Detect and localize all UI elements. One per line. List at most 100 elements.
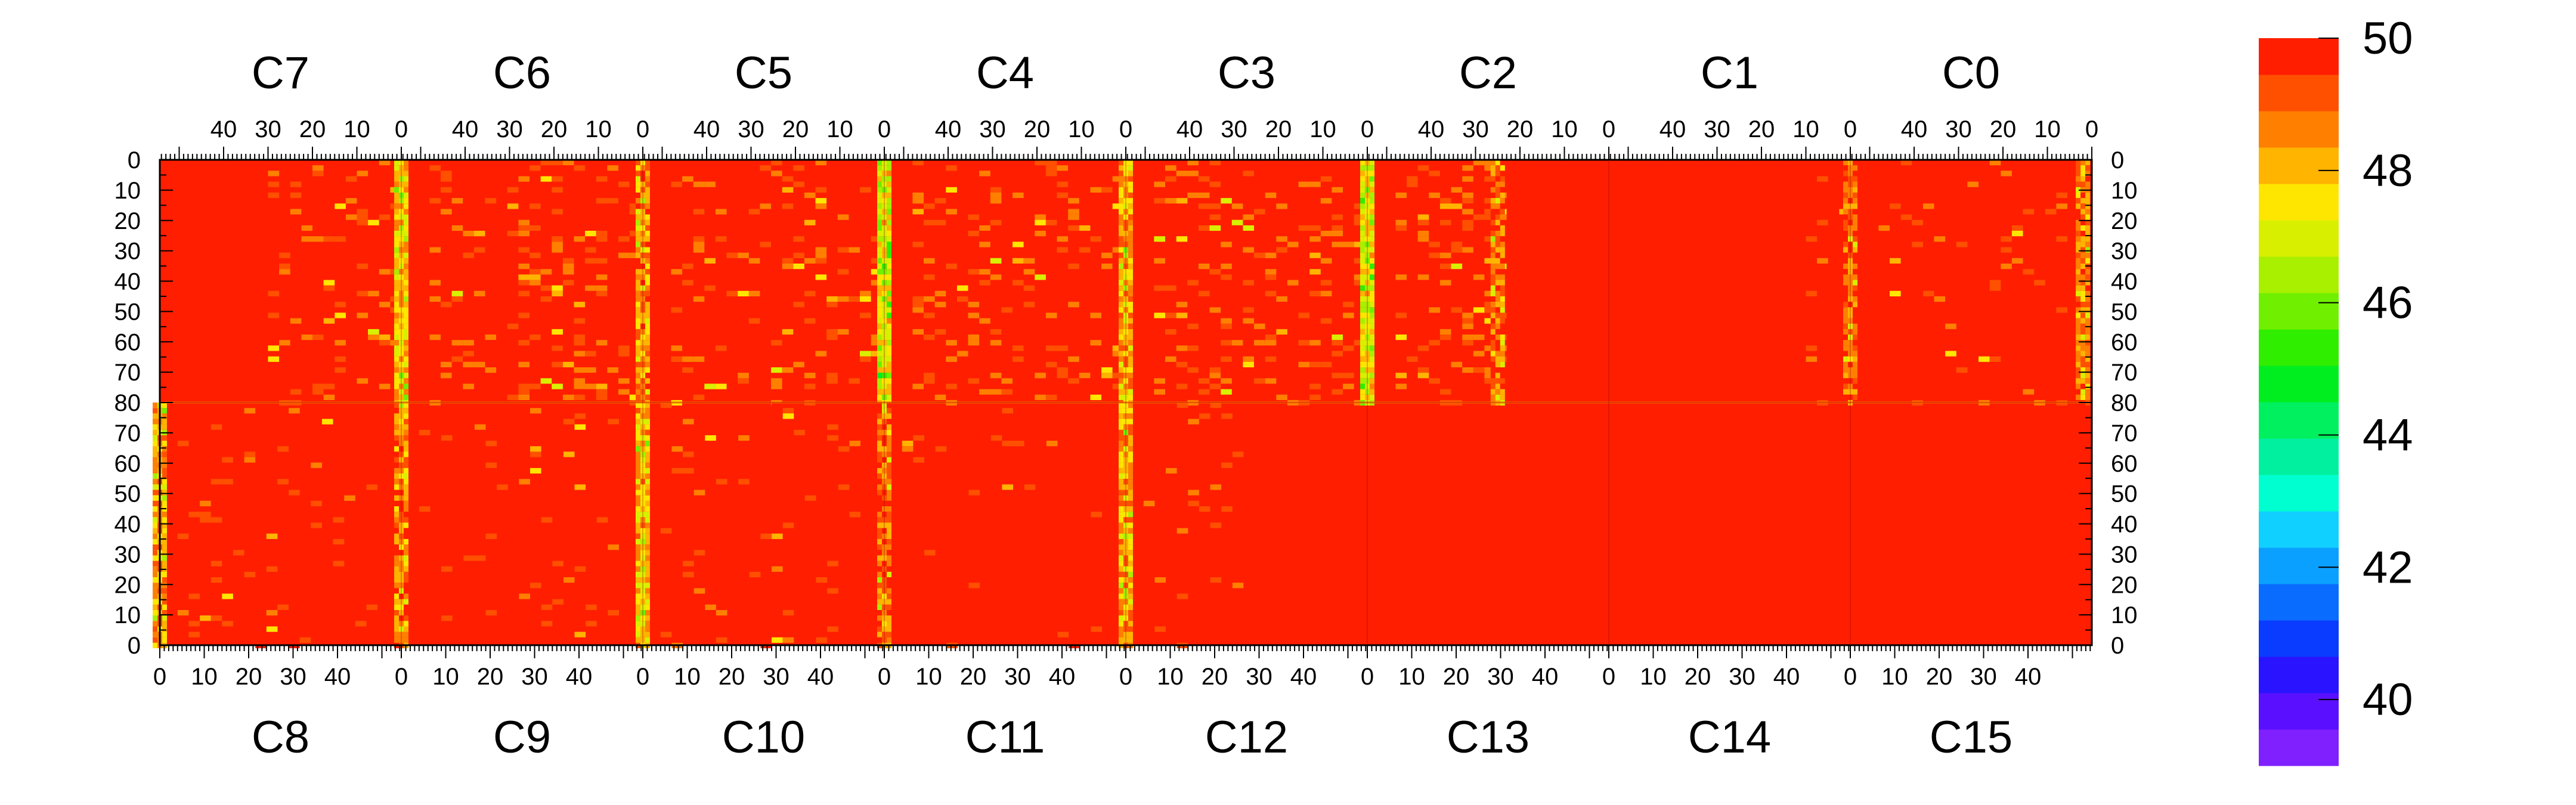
heatmap-cell <box>704 285 716 291</box>
heatmap-cell <box>399 408 404 414</box>
heatmap-cell <box>399 441 404 447</box>
heatmap-cell <box>368 198 379 204</box>
heatmap-cell <box>1119 604 1123 610</box>
heatmap-cell <box>640 451 645 457</box>
heatmap-cell <box>1370 187 1374 193</box>
heatmap-cell <box>404 361 408 367</box>
heatmap-cell <box>552 247 563 253</box>
heatmap-cell <box>2085 274 2091 280</box>
heatmap-cell <box>882 198 887 204</box>
heatmap-cell <box>162 408 167 414</box>
heatmap-cell <box>1343 345 1354 351</box>
heatmap-cell <box>585 367 596 373</box>
heatmap-cell <box>596 394 608 400</box>
heatmap-cell <box>162 604 167 610</box>
heatmap-cell <box>552 361 563 367</box>
heatmap-cell <box>277 446 289 452</box>
heatmap-cell <box>887 522 891 528</box>
heatmap-cell <box>586 462 597 468</box>
heatmap-cell <box>1490 171 1496 177</box>
heatmap-cell <box>760 165 771 171</box>
heatmap-cell <box>1035 394 1046 400</box>
heatmap-cell <box>887 500 891 506</box>
heatmap-cell <box>860 312 871 318</box>
heatmap-cell <box>1254 296 1265 302</box>
heatmap-cell <box>518 312 530 318</box>
heatmap-cell <box>782 340 794 346</box>
heatmap-cell <box>1451 247 1463 253</box>
heatmap-cell <box>1128 506 1133 512</box>
heatmap-cell <box>645 506 650 512</box>
heatmap-cell <box>574 631 586 637</box>
heatmap-cell <box>1309 187 1321 193</box>
heatmap-cell <box>793 345 804 351</box>
heatmap-cell <box>636 544 640 550</box>
heatmap-cell <box>645 419 650 425</box>
heatmap-cell <box>645 198 650 204</box>
heatmap-cell <box>1853 209 1857 215</box>
heatmap-cell <box>1068 242 1079 247</box>
x-tick-label-bottom: 40 <box>324 664 351 690</box>
heatmap-cell <box>1128 307 1133 313</box>
heatmap-cell <box>1119 506 1123 512</box>
heatmap-cell <box>1848 356 1853 362</box>
heatmap-cell <box>2011 258 2023 264</box>
heatmap-cell <box>321 593 333 599</box>
heatmap-cell <box>394 637 399 643</box>
heatmap-cell <box>924 373 935 379</box>
heatmap-cell <box>394 566 399 572</box>
heatmap-cell <box>233 550 244 556</box>
heatmap-cell <box>1451 264 1463 270</box>
y-tick-label-right: 40 <box>2111 269 2138 295</box>
heatmap-cell <box>153 467 157 474</box>
heatmap-cell <box>441 351 452 357</box>
heatmap-cell <box>394 247 399 253</box>
heatmap-cell <box>877 345 882 351</box>
heatmap-cell <box>640 517 645 523</box>
heatmap-cell <box>1473 160 1485 166</box>
heatmap-cell <box>871 269 883 275</box>
heatmap-cell <box>980 484 991 490</box>
heatmap-cell <box>1176 236 1188 242</box>
heatmap-cell <box>912 214 924 220</box>
heatmap-cell <box>596 285 608 291</box>
heatmap-cell <box>1128 490 1133 496</box>
heatmap-cell <box>849 378 860 384</box>
heatmap-cell <box>1188 419 1199 425</box>
heatmap-cell <box>1360 290 1365 296</box>
heatmap-cell <box>463 383 474 389</box>
heatmap-cell <box>1176 383 1188 389</box>
heatmap-cell <box>882 533 887 539</box>
heatmap-cell <box>946 522 958 528</box>
heatmap-cell <box>1035 274 1046 280</box>
heatmap-cell <box>1370 225 1374 231</box>
heatmap-cell <box>1490 242 1496 247</box>
heatmap-cell <box>368 274 379 280</box>
heatmap-cell <box>1154 577 1166 583</box>
heatmap-cell <box>1332 335 1343 340</box>
heatmap-cell <box>162 637 167 643</box>
heatmap-cell <box>793 181 804 187</box>
heatmap-cell <box>1119 269 1123 275</box>
heatmap-cell <box>1079 247 1091 253</box>
heatmap-cell <box>1495 329 1500 335</box>
heatmap-cell <box>1128 318 1133 324</box>
heatmap-cell <box>772 402 783 408</box>
heatmap-cell <box>645 209 650 215</box>
heatmap-cell <box>645 631 650 637</box>
heatmap-cell <box>877 517 882 523</box>
heatmap-cell <box>645 451 650 457</box>
heatmap-cell <box>887 219 891 225</box>
heatmap-cell <box>1417 231 1429 237</box>
heatmap-cell <box>563 419 575 425</box>
heatmap-cell <box>636 637 640 643</box>
heatmap-cell <box>404 517 408 523</box>
heatmap-cell <box>1490 361 1496 367</box>
heatmap-cell <box>1309 236 1321 242</box>
heatmap-cell <box>1360 231 1365 237</box>
heatmap-cell <box>2076 214 2081 220</box>
heatmap-cell <box>782 522 794 528</box>
heatmap-cell <box>1128 225 1133 231</box>
heatmap-cell <box>636 610 640 616</box>
heatmap-cell <box>366 506 377 512</box>
